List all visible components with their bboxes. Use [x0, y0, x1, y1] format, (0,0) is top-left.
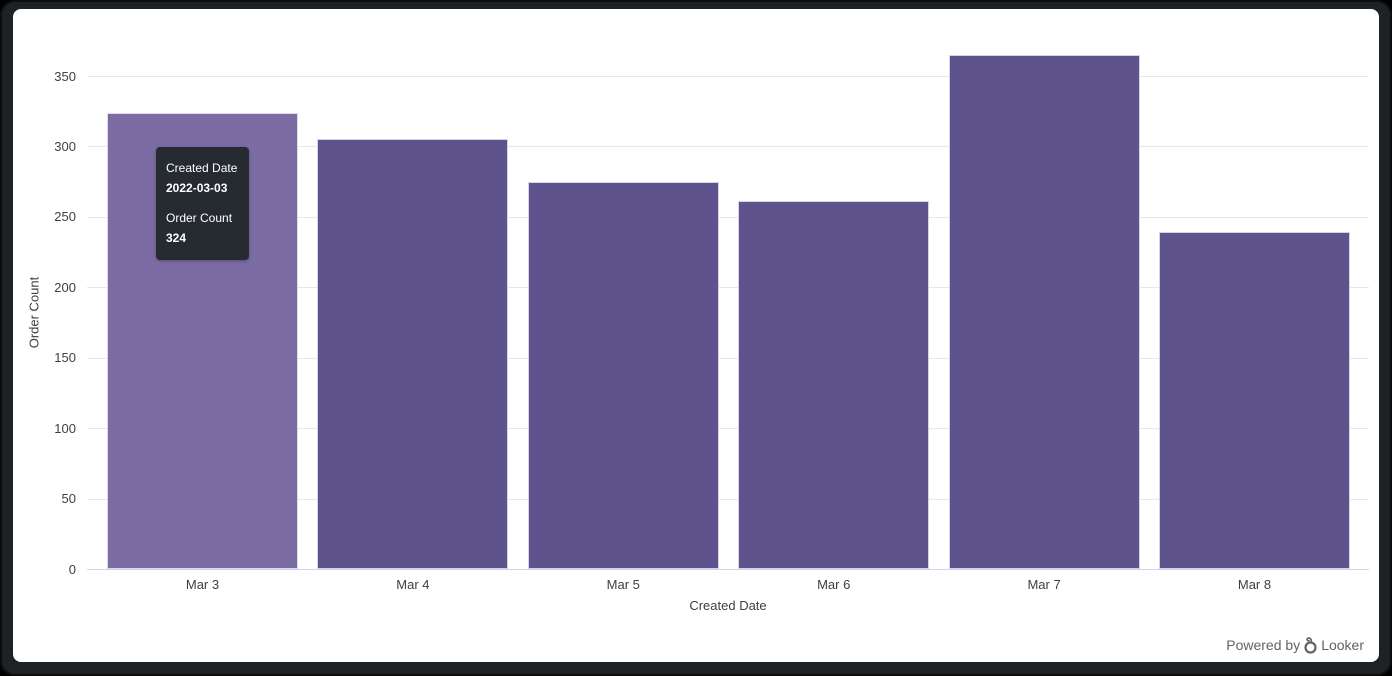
tooltip-dimension-value: 2022-03-03	[166, 181, 228, 195]
bar-mar-5[interactable]	[527, 181, 719, 569]
looker-brand-text: Looker	[1321, 637, 1364, 653]
tooltip-dimension-label: Created Date	[166, 161, 238, 175]
x-tick-label-mar-8: Mar 8	[1237, 577, 1272, 592]
gridline-250	[87, 216, 1369, 218]
tooltip-measure-value: 324	[166, 231, 187, 245]
gridline-300	[87, 146, 1369, 148]
y-tick-label-200: 200	[54, 279, 76, 295]
x-tick-label-mar-6: Mar 6	[817, 577, 851, 592]
bar-mar-7[interactable]	[948, 54, 1140, 569]
x-tick-label-mar-5: Mar 5	[606, 577, 640, 592]
bar-mar-4[interactable]	[317, 139, 509, 569]
x-tick-label-mar-7: Mar 7	[1027, 577, 1061, 592]
gridline-50	[87, 498, 1369, 500]
gridline-150	[87, 357, 1369, 359]
y-tick-label-150: 150	[54, 350, 76, 366]
x-axis-line	[87, 569, 1369, 570]
y-tick-label-350: 350	[54, 68, 76, 84]
y-tick-label-100: 100	[54, 420, 76, 436]
y-tick-label-50: 50	[61, 491, 76, 507]
y-tick-label-300: 300	[54, 138, 76, 154]
looker-logo-icon	[1303, 636, 1318, 655]
tooltip: Created Date 2022-03-03 Order Count 324	[156, 147, 249, 260]
bar-mar-6[interactable]	[738, 201, 930, 569]
powered-by-looker-link[interactable]: Powered by Looker	[1226, 636, 1364, 654]
x-tick-label-mar-4: Mar 4	[396, 577, 430, 592]
x-tick-label-mar-3: Mar 3	[185, 577, 220, 592]
tooltip-measure-label: Order Count	[166, 211, 233, 225]
gridline-350	[87, 76, 1369, 77]
gridline-200	[87, 287, 1369, 289]
y-tick-label-0: 0	[68, 561, 76, 577]
bar-mar-8[interactable]	[1159, 232, 1350, 569]
powered-by-text: Powered by	[1226, 637, 1301, 653]
gridline-100	[87, 428, 1369, 430]
x-axis-title: Created Date	[689, 598, 767, 613]
tooltip-spacer	[166, 198, 239, 208]
y-tick-label-250: 250	[54, 209, 76, 225]
